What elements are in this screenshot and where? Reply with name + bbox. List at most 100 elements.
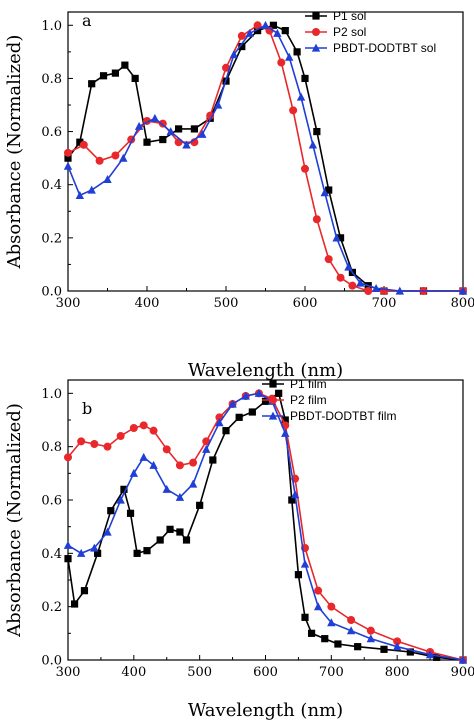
data-point bbox=[107, 507, 115, 515]
data-point bbox=[70, 600, 79, 608]
x-tick-label: 600 bbox=[293, 296, 318, 311]
y-tick-label: 0.4 bbox=[41, 178, 62, 193]
data-point bbox=[392, 642, 402, 651]
data-point bbox=[277, 58, 286, 67]
data-point bbox=[261, 20, 270, 29]
x-axis-title: Wavelength (nm) bbox=[188, 360, 343, 381]
x-tick-label: 400 bbox=[135, 296, 160, 311]
data-point bbox=[332, 233, 341, 242]
x-tick-label: 300 bbox=[56, 296, 81, 311]
series-line bbox=[67, 392, 464, 661]
data-point bbox=[348, 281, 357, 290]
data-point bbox=[175, 125, 183, 133]
data-point bbox=[206, 111, 215, 120]
data-point bbox=[134, 121, 144, 130]
data-point bbox=[290, 490, 300, 499]
data-point bbox=[293, 48, 301, 56]
legend-entry: P2 film bbox=[290, 393, 327, 407]
y-axis-title: Absorbance (Normalized) bbox=[4, 403, 25, 638]
data-point bbox=[76, 548, 86, 557]
data-point bbox=[111, 69, 119, 77]
data-point bbox=[241, 391, 250, 400]
data-point bbox=[324, 255, 333, 264]
x-tick-label: 500 bbox=[214, 296, 239, 311]
plot-frame bbox=[67, 379, 464, 661]
data-point bbox=[88, 80, 96, 88]
data-point bbox=[314, 586, 323, 595]
y-tick-label: 0.4 bbox=[41, 547, 62, 562]
data-point bbox=[139, 421, 148, 430]
data-point bbox=[281, 27, 289, 35]
legend-entry: P2 sol bbox=[333, 25, 366, 39]
x-axis-title: Wavelength (nm) bbox=[188, 700, 343, 720]
data-point bbox=[156, 536, 164, 544]
data-point bbox=[143, 138, 151, 146]
data-point bbox=[80, 587, 89, 595]
data-point bbox=[366, 634, 376, 643]
data-point bbox=[75, 190, 85, 199]
legend-marker bbox=[311, 43, 321, 52]
data-point bbox=[174, 138, 183, 147]
y-tick-label: 1.0 bbox=[41, 19, 62, 34]
data-point bbox=[202, 437, 211, 446]
data-point bbox=[458, 286, 468, 295]
legend-marker bbox=[312, 12, 320, 20]
data-point bbox=[371, 283, 381, 292]
data-point bbox=[95, 156, 104, 165]
data-point bbox=[209, 456, 217, 464]
y-tick-label: 0.2 bbox=[41, 600, 62, 615]
data-point bbox=[356, 278, 365, 287]
data-point bbox=[63, 161, 73, 170]
data-point bbox=[380, 645, 388, 653]
x-tick-label: 900 bbox=[451, 665, 474, 680]
data-point bbox=[111, 151, 120, 160]
data-point bbox=[313, 127, 321, 136]
data-point bbox=[116, 432, 125, 440]
data-point bbox=[237, 31, 246, 40]
series-line bbox=[67, 392, 464, 661]
y-tick-label: 0.2 bbox=[41, 231, 62, 246]
data-point bbox=[301, 164, 309, 173]
legend-entry: PBDT-DODTBT film bbox=[290, 409, 396, 423]
data-point bbox=[103, 527, 112, 536]
data-point bbox=[245, 28, 254, 37]
data-point bbox=[393, 637, 402, 646]
data-point bbox=[175, 492, 185, 501]
legend-marker bbox=[312, 28, 320, 36]
data-point bbox=[253, 21, 262, 30]
data-point bbox=[87, 185, 96, 194]
series-2 bbox=[63, 20, 468, 295]
data-point bbox=[336, 273, 345, 282]
data-point bbox=[312, 215, 321, 224]
data-point bbox=[150, 113, 160, 122]
data-point bbox=[406, 648, 414, 656]
y-tick-label: 0.8 bbox=[41, 72, 62, 87]
data-point bbox=[103, 175, 112, 183]
data-point bbox=[300, 559, 310, 568]
series-2 bbox=[63, 388, 468, 664]
legend: P1 sol P2 sol PBDT-DODTBT sol bbox=[305, 9, 436, 55]
data-point bbox=[395, 286, 404, 295]
data-point bbox=[162, 484, 171, 493]
data-point bbox=[296, 92, 306, 101]
data-point bbox=[133, 549, 141, 557]
data-point bbox=[99, 72, 108, 80]
legend-entry: P1 film bbox=[290, 377, 327, 391]
data-point bbox=[94, 549, 102, 557]
data-point bbox=[90, 543, 99, 552]
data-point bbox=[121, 61, 129, 69]
data-point bbox=[281, 428, 290, 437]
data-point bbox=[77, 437, 86, 446]
data-point bbox=[79, 140, 88, 149]
y-tick-label: 0.0 bbox=[41, 285, 62, 300]
legend: P1 film P2 film PBDT-DODTBT film bbox=[262, 377, 396, 423]
data-point bbox=[354, 643, 362, 651]
data-point bbox=[222, 427, 230, 435]
y-axis-title: Absorbance (Normalized) bbox=[4, 35, 25, 270]
data-point bbox=[344, 262, 353, 271]
data-point bbox=[336, 234, 345, 242]
panel-b: 300 400 500 600 700 800 900 0.0 0.2 0.4 0.6 0.8 1.0 W… bbox=[4, 377, 474, 720]
data-point bbox=[116, 495, 125, 504]
legend-entry: P1 sol bbox=[333, 9, 366, 23]
